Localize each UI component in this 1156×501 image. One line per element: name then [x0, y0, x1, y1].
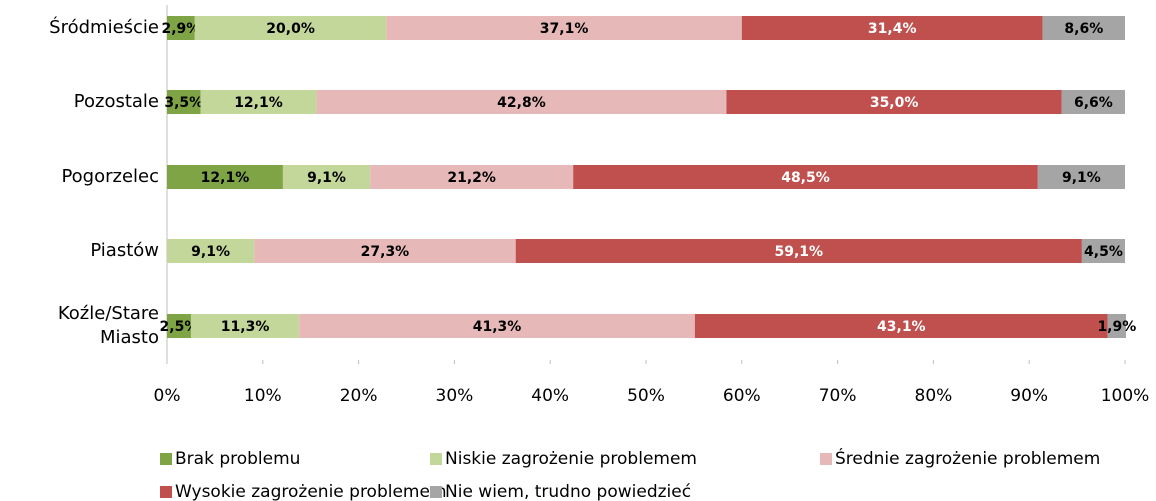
bar-segment [200, 90, 317, 114]
legend-swatch [430, 486, 442, 498]
x-tick-label: 0% [154, 386, 181, 406]
data-label: 9,1% [307, 170, 346, 186]
data-label: 31,4% [868, 21, 917, 37]
data-label: 12,1% [201, 170, 250, 186]
bar-segment [282, 165, 371, 189]
bar-segment [167, 314, 191, 338]
y-tick-label: Śródmieście [49, 17, 159, 38]
y-tick-label: Koźle/Stare Miasto [57, 303, 159, 348]
x-tick-label: 40% [531, 386, 569, 406]
x-tick-label: 90% [1010, 386, 1048, 406]
bar-segment [254, 239, 516, 263]
bar-segment [194, 16, 387, 40]
x-tick-label: 80% [915, 386, 953, 406]
data-label: 12,1% [234, 95, 283, 111]
bar-segment [370, 165, 574, 189]
bar-segment [167, 239, 255, 263]
bar-segment [726, 90, 1062, 114]
data-label: 3,5% [164, 95, 203, 111]
bar-segment [1037, 165, 1125, 189]
x-tick-label: 50% [627, 386, 665, 406]
bar-segment [167, 165, 283, 189]
x-tick-label: 100% [1101, 386, 1150, 406]
legend-label: Średnie zagrożenie problemem [835, 447, 1100, 469]
data-label: 27,3% [361, 244, 410, 260]
legend-swatch [160, 486, 172, 498]
bar-segment [386, 16, 742, 40]
y-tick-label: Pozostale [73, 91, 159, 112]
bar-segment [316, 90, 727, 114]
x-tick-label: 60% [723, 386, 761, 406]
y-tick-label: Piastów [90, 240, 159, 261]
x-tick-label: 10% [244, 386, 282, 406]
data-label: 8,6% [1064, 21, 1103, 37]
bar-segment [1042, 16, 1125, 40]
legend-label: Wysokie zagrożenie problemem [175, 482, 447, 501]
bar-segment [299, 314, 695, 338]
bar-segment [1081, 239, 1125, 263]
bar-segment [167, 16, 195, 40]
bar-segment [515, 239, 1082, 263]
legend-swatch [430, 453, 442, 465]
data-label: 6,6% [1074, 95, 1113, 111]
data-label: 37,1% [540, 21, 589, 37]
data-label: 9,1% [191, 244, 230, 260]
x-tick-label: 70% [819, 386, 857, 406]
bar-segment [573, 165, 1038, 189]
bar-segment [1061, 90, 1125, 114]
x-tick-label: 30% [436, 386, 474, 406]
legend-label: Brak problemu [175, 449, 300, 469]
bar-segment [1107, 314, 1126, 338]
y-tick-label: Pogorzelec [61, 166, 159, 187]
bar-segment [694, 314, 1108, 338]
data-label: 59,1% [775, 244, 824, 260]
data-label: 35,0% [870, 95, 919, 111]
data-label: 41,3% [473, 319, 522, 335]
data-label: 43,1% [877, 319, 926, 335]
bar-segment [741, 16, 1043, 40]
data-label: 11,3% [221, 319, 270, 335]
data-label: 1,9% [1097, 319, 1136, 335]
data-label: 42,8% [497, 95, 546, 111]
legend-swatch [160, 453, 172, 465]
data-label: 2,9% [161, 21, 200, 37]
legend-label: Nie wiem, trudno powiedzieć [445, 482, 691, 501]
data-label: 4,5% [1084, 244, 1123, 260]
data-label: 2,5% [160, 319, 199, 335]
data-label: 9,1% [1062, 170, 1101, 186]
legend-swatch [820, 453, 832, 465]
data-label: 20,0% [266, 21, 315, 37]
bar-segment [190, 314, 300, 338]
x-tick-label: 20% [340, 386, 378, 406]
data-label: 21,2% [447, 170, 496, 186]
bar-segment [167, 90, 201, 114]
legend-label: Niskie zagrożenie problemem [445, 449, 697, 469]
data-label: 48,5% [781, 170, 830, 186]
